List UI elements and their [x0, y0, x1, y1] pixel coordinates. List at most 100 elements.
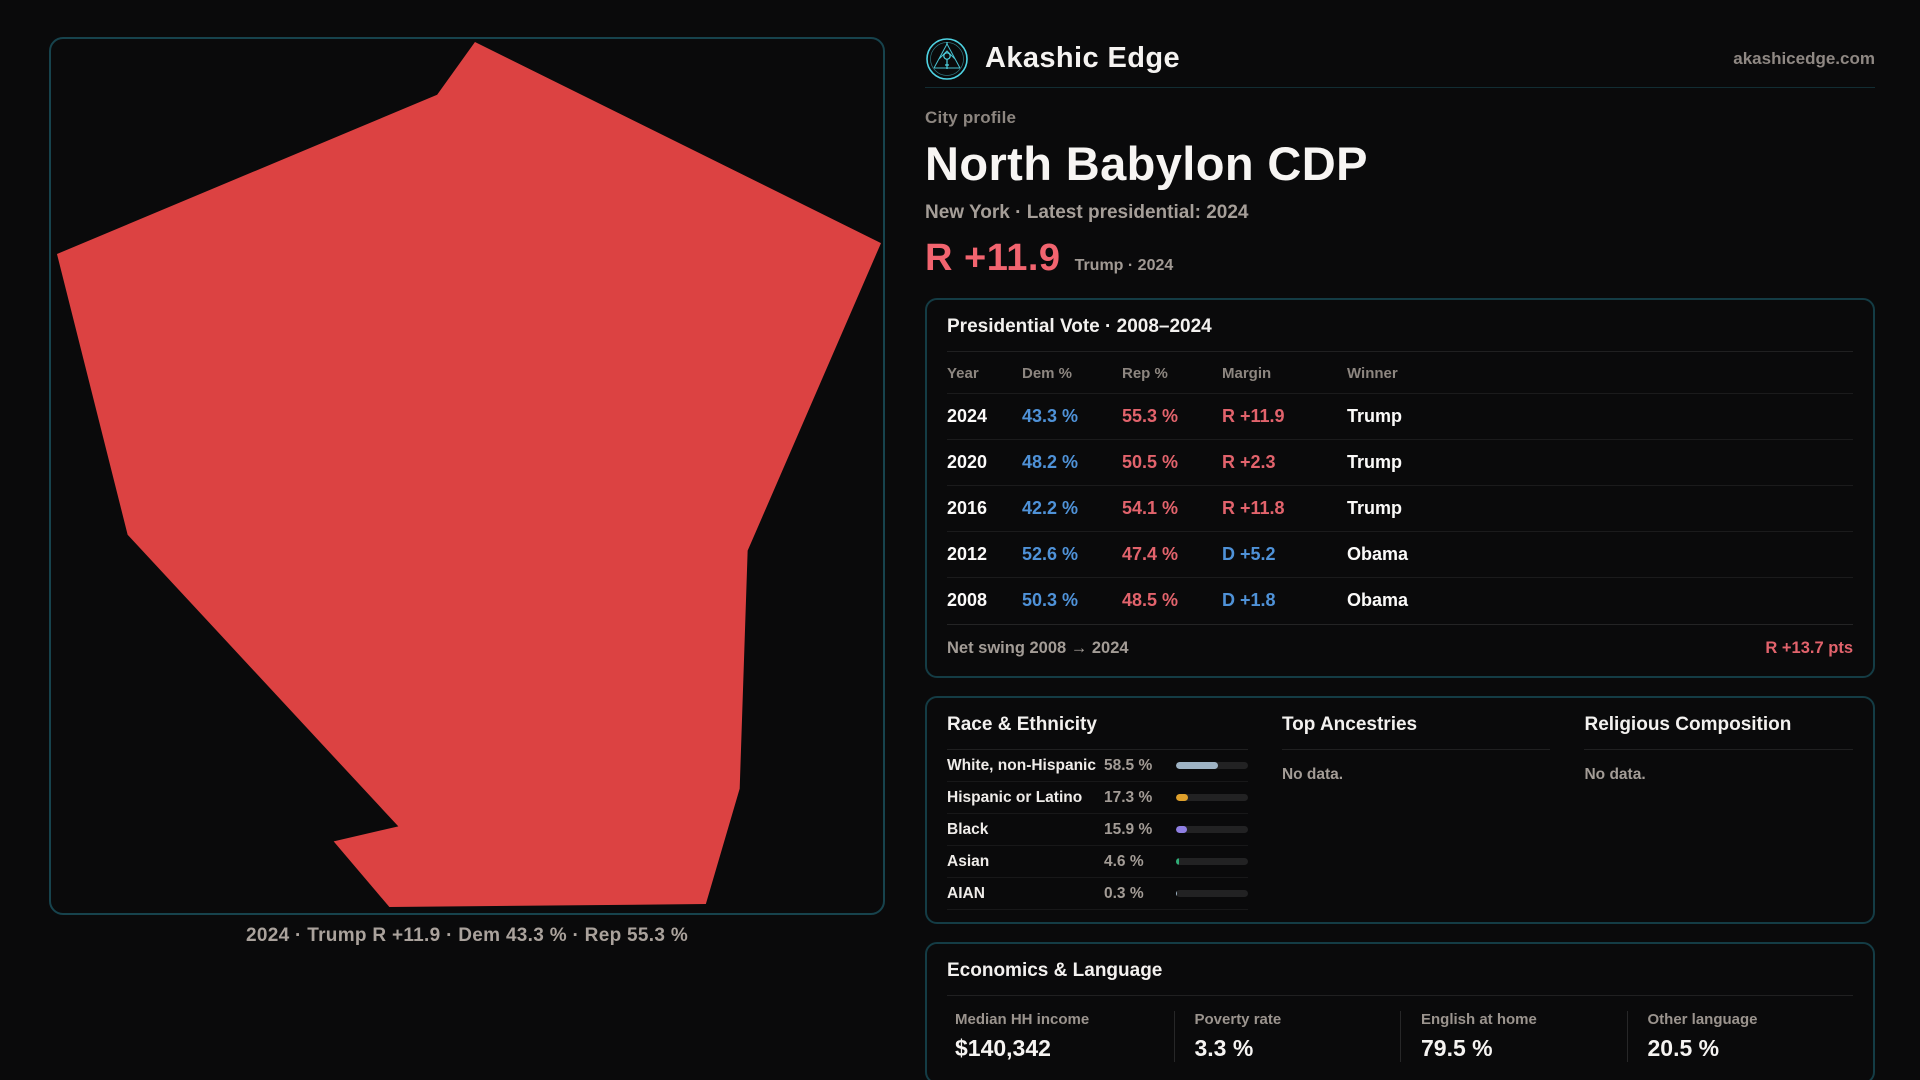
religion-column: Religious Composition No data. [1584, 714, 1853, 910]
economics-stats: Median HH income $140,342 Poverty rate 3… [947, 1011, 1853, 1070]
net-swing-row: Net swing 2008 → 2024 R +13.7 pts [947, 624, 1853, 664]
race-label: Asian [947, 852, 990, 870]
cell-margin: R +2.3 [1222, 452, 1276, 472]
cell-rep-share: 54.1 % [1122, 498, 1179, 518]
race-value: 0.3 % [1103, 884, 1144, 902]
race-value: 58.5 % [1103, 756, 1153, 774]
race-rows: White, non-Hispanic 58.5 % Hispanic or Lat… [947, 750, 1248, 910]
stat-english-at-home: English at home 79.5 % [1400, 1011, 1627, 1062]
race-value: 17.3 % [1103, 788, 1153, 806]
race-label: AIAN [947, 884, 985, 902]
col-margin: Margin [1222, 365, 1272, 382]
demographics-card: Race & Ethnicity White, non-Hispanic 58.5… [925, 696, 1875, 924]
col-year: Year [947, 365, 979, 382]
stat-poverty-rate: Poverty rate 3.3 % [1173, 1011, 1401, 1062]
ancestries-empty: No data. [1281, 766, 1344, 783]
vote-table-row: 2008 50.3 % 48.5 % D +1.8 Obama [947, 577, 1853, 623]
race-title: Race & Ethnicity [947, 714, 1248, 750]
headline-margin-note: Trump · 2024 [1074, 257, 1174, 274]
stat-label: English at home [1421, 1011, 1537, 1028]
city-boundary-map [56, 41, 882, 908]
cell-dem-share: 50.3 % [1022, 590, 1079, 610]
stat-value: $140,342 [955, 1035, 1051, 1061]
stat-median-income: Median HH income $140,342 [947, 1011, 1174, 1062]
stat-other-language: Other language 20.5 % [1626, 1011, 1854, 1062]
cell-year: 2024 [947, 406, 988, 426]
eyebrow-label: City profile [925, 108, 1017, 127]
cell-dem-share: 52.6 % [1022, 544, 1079, 564]
cell-margin: D +1.8 [1222, 590, 1276, 610]
vote-rows: 2024 43.3 % 55.3 % R +11.9 Trump 2020 48.2 % 50… [947, 393, 1853, 623]
economics-title: Economics & Language [947, 960, 1853, 996]
race-bar-track [1175, 826, 1248, 833]
economics-card: Economics & Language Median HH income $1… [925, 942, 1875, 1080]
vote-table-row: 2020 48.2 % 50.5 % R +2.3 Trump [947, 439, 1853, 485]
race-bar-fill [1175, 762, 1219, 769]
subtitle: New York · Latest presidential: 2024 [925, 202, 1249, 223]
vote-table-header: Year Dem % Rep % Margin Winner [947, 352, 1853, 393]
cell-year: 2012 [947, 544, 988, 564]
race-bar-track [1175, 890, 1248, 897]
vote-table-row: 2012 52.6 % 47.4 % D +5.2 Obama [947, 531, 1853, 577]
stat-label: Other language [1647, 1011, 1758, 1028]
religion-title: Religious Composition [1584, 714, 1853, 750]
race-value: 4.6 % [1103, 852, 1144, 870]
race-bar-track [1175, 858, 1248, 865]
cell-winner: Trump [1347, 498, 1403, 518]
race-label: White, non-Hispanic [947, 756, 1096, 774]
race-label: Black [947, 820, 989, 838]
race-value: 15.9 % [1103, 820, 1153, 838]
cell-winner: Obama [1347, 544, 1409, 564]
cell-year: 2020 [947, 452, 988, 472]
net-swing-label: Net swing 2008 → 2024 [947, 639, 1129, 657]
cell-year: 2016 [947, 498, 988, 518]
race-row: White, non-Hispanic 58.5 % [947, 750, 1248, 782]
stat-label: Median HH income [955, 1011, 1090, 1028]
race-label: Hispanic or Latino [947, 788, 1083, 806]
race-row: Black 15.9 % [947, 814, 1248, 846]
net-swing-value: R +13.7 pts [1765, 639, 1853, 657]
cell-rep-share: 48.5 % [1122, 590, 1179, 610]
cell-margin: D +5.2 [1222, 544, 1276, 564]
race-ethnicity-column: Race & Ethnicity White, non-Hispanic 58.5… [947, 714, 1248, 910]
cell-rep-share: 50.5 % [1122, 452, 1179, 472]
race-bar-track [1175, 762, 1248, 769]
vote-card-title: Presidential Vote · 2008–2024 [947, 316, 1853, 352]
race-bar-track [1175, 794, 1248, 801]
cell-winner: Trump [1347, 406, 1403, 426]
profile-column: Akashic Edge akashicedge.com City profil… [925, 30, 1875, 1080]
col-dem: Dem % [1022, 365, 1073, 382]
ancestries-title: Top Ancestries [1281, 714, 1551, 750]
cell-margin: R +11.9 [1222, 406, 1285, 426]
brand-domain-link[interactable]: akashicedge.com [1733, 48, 1875, 68]
cell-dem-share: 43.3 % [1022, 406, 1079, 426]
race-row: AIAN 0.3 % [947, 878, 1248, 910]
stat-value: 20.5 % [1647, 1035, 1720, 1061]
brand-name: Akashic Edge [985, 42, 1180, 74]
cell-year: 2008 [947, 590, 988, 610]
headline-margin: R +11.9 Trump · 2024 [925, 237, 1875, 280]
race-row: Asian 4.6 % [947, 846, 1248, 878]
cell-rep-share: 47.4 % [1122, 544, 1179, 564]
headline-margin-value: R +11.9 [925, 237, 1061, 279]
presidential-vote-card: Presidential Vote · 2008–2024 Year Dem %… [925, 298, 1875, 678]
cell-margin: R +11.8 [1222, 498, 1285, 518]
city-boundary-polygon [56, 41, 882, 908]
cell-dem-share: 42.2 % [1022, 498, 1079, 518]
race-bar-fill [1175, 826, 1188, 833]
cell-rep-share: 55.3 % [1122, 406, 1179, 426]
page-title: North Babylon CDP [925, 137, 1368, 190]
stat-value: 3.3 % [1194, 1035, 1254, 1061]
header: Akashic Edge akashicedge.com [925, 30, 1875, 88]
cell-dem-share: 48.2 % [1022, 452, 1079, 472]
akashic-edge-logo-icon [926, 37, 968, 80]
col-winner: Winner [1347, 365, 1398, 382]
cell-winner: Trump [1347, 452, 1403, 472]
religion-empty: No data. [1584, 766, 1646, 783]
vote-table-row: 2024 43.3 % 55.3 % R +11.9 Trump [947, 393, 1853, 439]
cell-winner: Obama [1347, 590, 1409, 610]
ancestries-column: Top Ancestries No data. [1281, 714, 1551, 910]
race-bar-fill [1175, 794, 1189, 801]
stat-value: 79.5 % [1421, 1035, 1493, 1061]
